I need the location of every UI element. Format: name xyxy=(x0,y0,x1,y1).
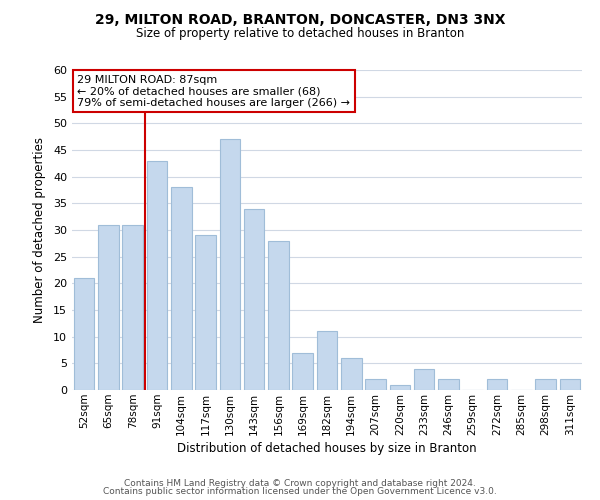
Bar xyxy=(341,358,362,390)
Bar xyxy=(414,368,434,390)
Bar xyxy=(560,380,580,390)
Text: Contains HM Land Registry data © Crown copyright and database right 2024.: Contains HM Land Registry data © Crown c… xyxy=(124,478,476,488)
Text: 29 MILTON ROAD: 87sqm
← 20% of detached houses are smaller (68)
79% of semi-deta: 29 MILTON ROAD: 87sqm ← 20% of detached … xyxy=(77,75,350,108)
Bar xyxy=(220,140,240,390)
Text: 29, MILTON ROAD, BRANTON, DONCASTER, DN3 3NX: 29, MILTON ROAD, BRANTON, DONCASTER, DN3… xyxy=(95,12,505,26)
Bar xyxy=(535,380,556,390)
Bar xyxy=(171,188,191,390)
Bar xyxy=(122,224,143,390)
Bar xyxy=(487,380,508,390)
Bar xyxy=(317,332,337,390)
Bar xyxy=(438,380,459,390)
Bar xyxy=(98,224,119,390)
X-axis label: Distribution of detached houses by size in Branton: Distribution of detached houses by size … xyxy=(177,442,477,455)
Bar xyxy=(389,384,410,390)
Bar xyxy=(244,208,265,390)
Bar xyxy=(268,240,289,390)
Text: Contains public sector information licensed under the Open Government Licence v3: Contains public sector information licen… xyxy=(103,487,497,496)
Bar xyxy=(74,278,94,390)
Text: Size of property relative to detached houses in Branton: Size of property relative to detached ho… xyxy=(136,28,464,40)
Bar xyxy=(195,236,216,390)
Y-axis label: Number of detached properties: Number of detached properties xyxy=(33,137,46,323)
Bar xyxy=(292,352,313,390)
Bar xyxy=(146,160,167,390)
Bar xyxy=(365,380,386,390)
